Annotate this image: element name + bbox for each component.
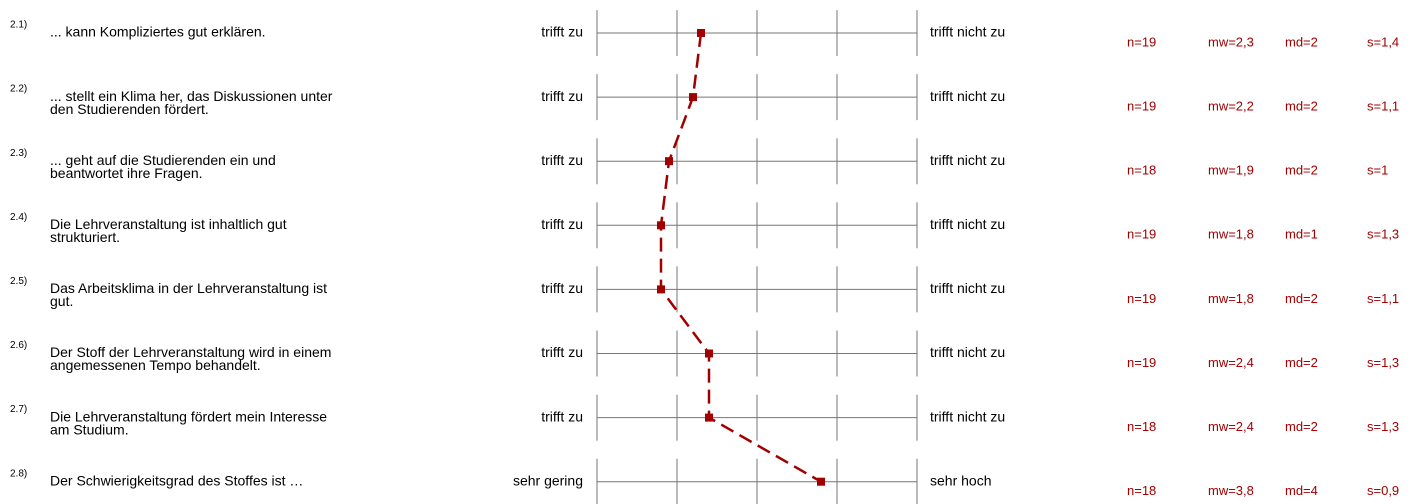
stat: mw=2,4 (1208, 355, 1254, 370)
stat: mw=1,8 (1208, 291, 1254, 306)
stat: md=2 (1285, 34, 1318, 49)
right-label: sehr hoch (930, 472, 991, 488)
left-label: trifft zu (541, 216, 583, 232)
item-number: 2.4) (10, 212, 27, 223)
left-label: trifft zu (541, 152, 583, 168)
right-label: trifft nicht zu (930, 24, 1005, 40)
stat: n=19 (1127, 34, 1156, 49)
item-text: Der Schwierigkeitsgrad des Stoffes ist … (50, 472, 303, 488)
left-label: trifft zu (541, 280, 583, 296)
stat: s=1,3 (1367, 419, 1399, 434)
mean-marker (705, 413, 713, 422)
item-text: ... geht auf die Studierenden ein und (50, 152, 276, 168)
item-text: Die Lehrveranstaltung fördert mein Inter… (50, 408, 327, 424)
stat: md=2 (1285, 163, 1318, 178)
stat: mw=2,3 (1208, 34, 1254, 49)
stat: n=19 (1127, 227, 1156, 242)
right-label: trifft nicht zu (930, 344, 1005, 360)
item-number: 2.3) (10, 148, 27, 159)
item-number: 2.6) (10, 340, 27, 351)
right-label: trifft nicht zu (930, 408, 1005, 424)
stat: n=18 (1127, 483, 1156, 498)
stat: mw=2,4 (1208, 419, 1254, 434)
mean-marker (697, 29, 705, 37)
stat: n=19 (1127, 99, 1156, 114)
item-text: angemessenen Tempo behandelt. (50, 357, 261, 373)
item-text: ... stellt ein Klima her, das Diskussion… (50, 88, 333, 104)
left-label: sehr gering (513, 472, 583, 488)
stat: md=2 (1285, 291, 1318, 306)
item-text: Der Stoff der Lehrveranstaltung wird in … (50, 344, 331, 360)
item-text: gut. (50, 293, 73, 309)
stat: n=18 (1127, 419, 1156, 434)
mean-marker (817, 477, 825, 486)
item-number: 2.5) (10, 276, 27, 287)
stat: mw=1,9 (1208, 163, 1254, 178)
item-text: beantwortet ihre Fragen. (50, 165, 203, 181)
right-label: trifft nicht zu (930, 88, 1005, 104)
stat: md=4 (1285, 483, 1318, 498)
right-label: trifft nicht zu (930, 152, 1005, 168)
stat: mw=1,8 (1208, 227, 1254, 242)
item-text: den Studierenden fördert. (50, 101, 209, 117)
item-text: Die Lehrveranstaltung ist inhaltlich gut (50, 216, 287, 232)
stat: md=2 (1285, 99, 1318, 114)
left-label: trifft zu (541, 408, 583, 424)
profile-line (659, 32, 822, 483)
mean-marker (705, 349, 713, 358)
left-label: trifft zu (541, 88, 583, 104)
item-text: Das Arbeitsklima in der Lehrveranstaltun… (50, 280, 327, 296)
item-number: 2.7) (10, 404, 27, 415)
stat: n=19 (1127, 291, 1156, 306)
stat: mw=3,8 (1208, 483, 1254, 498)
stat: md=2 (1285, 355, 1318, 370)
right-label: trifft nicht zu (930, 280, 1005, 296)
stat: s=1,3 (1367, 355, 1399, 370)
right-label: trifft nicht zu (930, 216, 1005, 232)
stat: n=18 (1127, 163, 1156, 178)
item-number: 2.8) (10, 468, 27, 479)
stat: md=2 (1285, 419, 1318, 434)
item-number: 2.1) (10, 20, 27, 31)
stat: s=1,4 (1367, 34, 1399, 49)
item-text: am Studium. (50, 421, 129, 437)
stat: s=1 (1367, 163, 1388, 178)
stat: mw=2,2 (1208, 99, 1254, 114)
mean-marker (657, 285, 665, 294)
left-label: trifft zu (541, 344, 583, 360)
item-number: 2.2) (10, 84, 27, 95)
mean-marker (689, 93, 697, 102)
item-text: strukturiert. (50, 229, 120, 245)
mean-marker (657, 221, 665, 230)
stat: s=1,3 (1367, 227, 1399, 242)
mean-marker (665, 157, 673, 166)
stat: s=0,9 (1367, 483, 1399, 498)
item-text: ... kann Kompliziertes gut erklären. (50, 24, 266, 40)
stat: n=19 (1127, 355, 1156, 370)
stat: s=1,1 (1367, 99, 1399, 114)
stat: s=1,1 (1367, 291, 1399, 306)
stat: md=1 (1285, 227, 1318, 242)
left-label: trifft zu (541, 24, 583, 40)
